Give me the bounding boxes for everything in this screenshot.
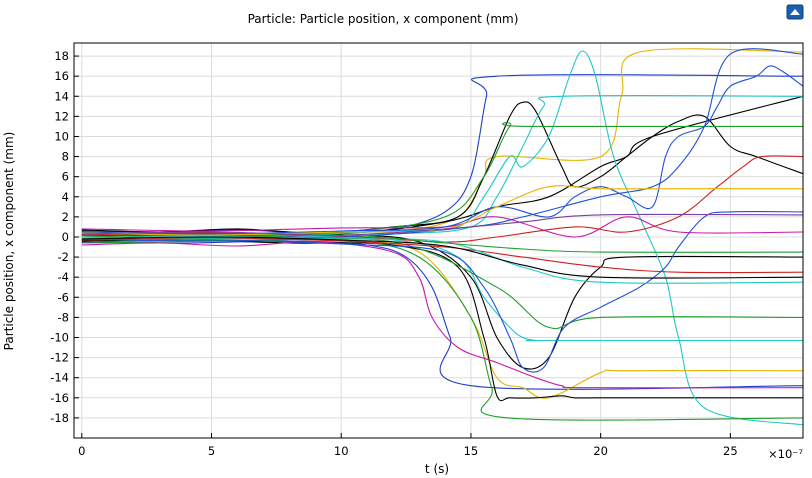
series-line-21: [81, 48, 804, 238]
chart-title: Particle: Particle position, x component…: [248, 12, 519, 26]
series-line-19: [81, 65, 804, 235]
series-line-8: [81, 95, 804, 237]
series-line-22: [81, 185, 803, 236]
series-line-2: [81, 240, 804, 390]
y-tick-label: -4: [58, 270, 69, 284]
y-tick-label: 0: [62, 230, 69, 244]
series-line-10: [81, 234, 803, 342]
series-line-7: [81, 233, 804, 370]
plot-area: [81, 48, 804, 426]
x-tick-label: 15: [464, 444, 479, 458]
y-tick-label: -18: [50, 411, 69, 425]
series-line-9: [81, 50, 804, 426]
y-tick-label: 12: [54, 109, 69, 123]
x-axis-title: t (s): [425, 462, 449, 476]
y-axis-title: Particle position, x component (mm): [2, 132, 16, 351]
plot-frame: [73, 42, 804, 439]
series-line-12: [81, 238, 804, 421]
series-line-20: [81, 210, 804, 373]
x-multiplier-label: ×10⁻⁷: [768, 447, 803, 461]
y-tick-label: -10: [50, 330, 69, 344]
y-tick-label: -6: [58, 290, 69, 304]
series-line-6: [81, 239, 803, 402]
series-line-15: [81, 241, 804, 389]
series-line-23: [81, 235, 804, 284]
x-tick-label: 25: [723, 444, 738, 458]
y-tick-label: -14: [50, 371, 69, 385]
y-tick-label: -8: [58, 310, 69, 324]
y-tick-label: 16: [54, 69, 69, 83]
y-tick-label: 14: [54, 89, 69, 103]
axis-layer: 0 5 10 15 20 25181614121086420-2-4-6-8-10-12-…: [50, 49, 737, 458]
x-tick-label: 0: [78, 444, 85, 458]
y-tick-label: 2: [62, 210, 69, 224]
y-tick-label: -16: [50, 391, 69, 405]
series-line-24: [81, 213, 804, 236]
y-tick-label: -2: [58, 250, 69, 264]
series-line-26: [81, 236, 804, 279]
grid-layer: [74, 43, 803, 438]
y-tick-label: 18: [54, 49, 69, 63]
series-line-13: [81, 122, 803, 236]
y-tick-label: 6: [62, 170, 69, 184]
series-line-16: [81, 216, 804, 238]
series-line-25: [81, 234, 804, 253]
y-tick-label: 10: [54, 129, 69, 143]
series-line-1: [81, 74, 804, 234]
y-tick-label: 4: [62, 190, 69, 204]
series-line-14: [81, 237, 804, 330]
series-line-4: [81, 238, 804, 399]
x-tick-label: 10: [334, 444, 349, 458]
x-tick-label: 5: [208, 444, 215, 458]
x-tick-label: 20: [593, 444, 608, 458]
series-line-3: [81, 48, 804, 237]
app-logo-icon: [786, 4, 804, 20]
y-tick-label: 8: [62, 150, 69, 164]
y-tick-label: -12: [50, 351, 69, 365]
